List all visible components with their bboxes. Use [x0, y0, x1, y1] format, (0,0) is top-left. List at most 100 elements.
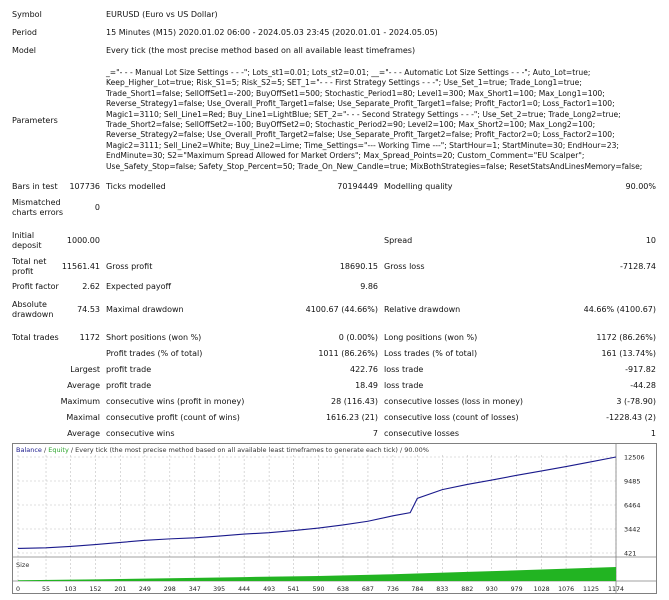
- long-positions-label: Long positions (won %): [384, 333, 478, 342]
- x-tick-label: 638: [337, 586, 349, 593]
- spread-value: 10: [645, 236, 656, 245]
- average-loss-label: loss trade: [384, 381, 424, 390]
- x-tick-label: 249: [139, 586, 151, 593]
- x-tick-label: 590: [313, 586, 325, 593]
- x-tick-label: 493: [263, 586, 275, 593]
- max-cons-wins-value: 28 (116.43): [331, 397, 378, 406]
- x-tick-label: 882: [461, 586, 473, 593]
- y-tick-label: 6464: [624, 501, 641, 509]
- expected-payoff-label: Expected payoff: [106, 282, 171, 291]
- ticks-modelled-value: 70194449: [337, 182, 378, 191]
- parameters-line: Keep_Higher_Lot=true; Risk_S1=5; Risk_S2…: [106, 78, 582, 88]
- max-cons-losses-label: consecutive losses (loss in money): [384, 397, 524, 406]
- total-trades-value: 1172: [79, 333, 100, 342]
- modelling-quality-value: 90.00%: [625, 182, 656, 191]
- model-label: Model: [12, 46, 37, 55]
- x-tick-label: 395: [213, 586, 225, 593]
- avg-cons-wins-label: consecutive wins: [106, 429, 175, 438]
- loss-trades-value: 161 (13.74%): [601, 349, 656, 358]
- max-cons-wins-label: consecutive wins (profit in money): [106, 397, 245, 406]
- x-tick-label: 1125: [583, 586, 599, 593]
- largest-label: Largest: [70, 365, 100, 374]
- absolute-dd-label-1: Absolute: [12, 300, 47, 309]
- average-label: Average: [67, 381, 100, 390]
- avg-cons-losses-label: consecutive losses: [384, 429, 460, 438]
- initial-deposit-label-2: deposit: [12, 241, 42, 250]
- balance-chart: 12506 9485 6464 3442 421 0 55 103 152 201 249 298 3…: [12, 443, 657, 594]
- x-tick-label: 347: [189, 586, 201, 593]
- total-net-label-1: Total net: [12, 257, 47, 266]
- x-tick-label: 979: [511, 586, 523, 593]
- legend-equity: Equity: [48, 446, 69, 454]
- legend-sep: /: [42, 446, 48, 454]
- y-tick-label: 12506: [624, 454, 645, 462]
- initial-deposit-label-1: Initial: [12, 231, 35, 240]
- x-tick-label: 736: [387, 586, 399, 593]
- largest-loss-value: -917.82: [625, 365, 656, 374]
- symbol-label: Symbol: [12, 10, 42, 19]
- parameters-line: Use_Safety_Stop=false; Safety_Stop_Perce…: [106, 161, 643, 171]
- period-value: 15 Minutes (M15) 2020.01.02 06:00 - 2024…: [106, 28, 438, 37]
- parameters-line: Magic2=3111; Sell_Line2=White; Buy_Line2…: [106, 140, 619, 150]
- avg-cons-losses-value: 1: [650, 429, 656, 438]
- model-value: Every tick (the most precise method base…: [106, 46, 416, 55]
- modelling-quality-label: Modelling quality: [384, 182, 453, 191]
- parameters-line: _="- - - Manual Lot Size Settings - - -"…: [106, 68, 591, 77]
- maximal-cons-loss-label: consecutive loss (count of losses): [384, 413, 519, 422]
- parameters-label: Parameters: [12, 116, 58, 125]
- x-tick-label: 833: [436, 586, 448, 593]
- size-area-fill: [18, 567, 616, 581]
- average2-label: Average: [67, 429, 100, 438]
- x-tick-label: 687: [362, 586, 374, 593]
- parameters-line: Magic1=3110; Sell_Line1=Red; Buy_Line1=L…: [106, 109, 621, 119]
- profit-factor-value: 2.62: [82, 282, 100, 291]
- gross-loss-label: Gross loss: [384, 262, 425, 271]
- total-net-value: 11561.41: [61, 262, 100, 271]
- x-tick-label: 55: [42, 586, 50, 593]
- series-lines: [17, 456, 617, 549]
- gross-profit-label: Gross profit: [106, 262, 153, 271]
- x-tick-label: 444: [238, 586, 250, 593]
- expected-payoff-value: 9.86: [360, 282, 378, 291]
- y-tick-label: 9485: [624, 477, 641, 485]
- mismatched-label-1: Mismatched: [12, 198, 61, 207]
- total-net-label-2: profit: [12, 267, 34, 276]
- ticks-modelled-label: Ticks modelled: [106, 182, 166, 191]
- size-panel: [18, 567, 616, 581]
- max-cons-losses-value: 3 (-78.90): [616, 397, 656, 406]
- largest-loss-label: loss trade: [384, 365, 424, 374]
- x-tick-label: 0: [16, 586, 20, 593]
- parameters-text: _="- - - Manual Lot Size Settings - - -"…: [106, 68, 662, 172]
- short-positions-value: 0 (0.00%): [338, 333, 378, 342]
- average-profit-label: profit trade: [106, 381, 152, 390]
- parameters-line: EndMinute=30; S2="Maximum Spread Allowed…: [106, 151, 585, 161]
- maximal-cons-profit-label: consecutive profit (count of wins): [106, 413, 240, 422]
- average-loss-value: -44.28: [630, 381, 656, 390]
- gross-loss-value: -7128.74: [620, 262, 656, 271]
- x-tick-label: 152: [89, 586, 101, 593]
- total-trades-label: Total trades: [12, 333, 59, 342]
- maximal-cons-loss-value: -1228.43 (2): [606, 413, 656, 422]
- mismatched-value: 0: [94, 203, 100, 212]
- short-positions-label: Short positions (won %): [106, 333, 202, 342]
- maximal-label: Maximal: [66, 413, 100, 422]
- x-tick-label: 298: [164, 586, 176, 593]
- y-tick-label: 3442: [624, 526, 641, 534]
- x-tick-label: 1028: [534, 586, 550, 593]
- average-profit-value: 18.49: [355, 381, 378, 390]
- x-tick-label: 541: [288, 586, 300, 593]
- period-label: Period: [12, 28, 37, 37]
- relative-dd-label: Relative drawdown: [384, 305, 461, 314]
- maximal-dd-label: Maximal drawdown: [106, 305, 184, 314]
- y-axis-ticks: 12506 9485 6464 3442 421: [624, 454, 645, 558]
- maximal-cons-profit-value: 1616.23 (21): [325, 413, 378, 422]
- legend-balance: Balance: [16, 446, 42, 454]
- profit-factor-label: Profit factor: [12, 282, 59, 291]
- mismatched-label-2: charts errors: [12, 208, 64, 217]
- balance-line: [17, 456, 617, 549]
- parameters-line: Trade_Short2=false; SellOffSet2=-100; Bu…: [106, 120, 596, 130]
- maximal-dd-value: 4100.67 (44.66%): [305, 305, 378, 314]
- chart-legend: Balance / Equity / Every tick (the most …: [16, 446, 429, 454]
- x-tick-label: 103: [64, 586, 76, 593]
- parameters-line: Reverse_Strategy2=false; Use_Overall_Pro…: [106, 130, 615, 140]
